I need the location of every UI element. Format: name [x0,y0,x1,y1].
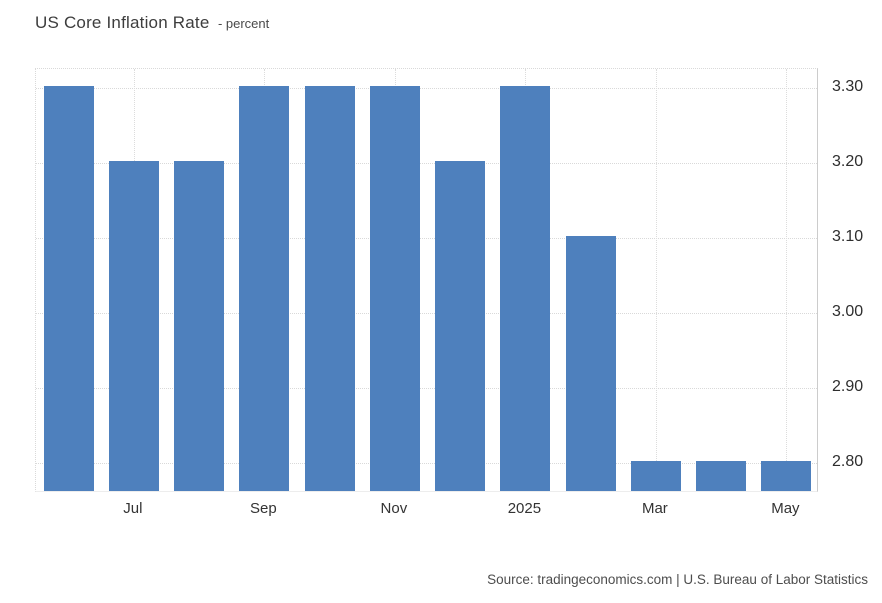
x-tick-label-Jul: Jul [123,500,143,517]
bar-oct[interactable] [304,85,355,491]
gridline-3.00 [36,312,817,314]
bar-aug[interactable] [174,160,225,491]
x-tick-label-2025: 2025 [507,500,542,517]
bar-dec[interactable] [435,160,486,491]
x-tick-label-May: May [771,500,800,517]
y-tick-label-3.10: 3.10 [832,227,864,245]
chart-subtitle: - percent [217,16,270,31]
source-attribution: Source: tradingeconomics.com | U.S. Bure… [487,572,868,587]
y-tick-label-2.90: 2.90 [832,377,864,395]
x-tick-label-Mar: Mar [641,500,668,517]
gridline-3.30 [36,87,817,89]
bar-nov[interactable] [369,85,420,491]
gridline-2.80 [36,463,817,464]
y-tick-label-3.00: 3.00 [832,302,864,320]
bar-sep[interactable] [239,85,290,491]
gridline-May [786,69,788,491]
y-tick-label-3.30: 3.30 [832,77,864,95]
bar-may[interactable] [761,461,812,491]
bar-apr[interactable] [696,461,747,491]
x-tick-label-Sep: Sep [250,500,277,517]
y-tick-label-2.80: 2.80 [832,453,864,470]
bar-jun[interactable] [43,85,94,491]
chart-header: US Core Inflation Rate - percent [35,13,269,33]
y-tick-label-3.20: 3.20 [832,152,864,170]
x-tick-label-Nov: Nov [380,500,408,517]
bar-feb[interactable] [565,235,616,491]
gridline-2.90 [36,387,817,389]
bar-jul[interactable] [108,160,159,491]
gridline-3.20 [36,162,817,164]
bar-jan-2025[interactable] [500,85,551,491]
gridline-3.10 [36,237,817,239]
bar-mar[interactable] [630,461,681,491]
chart-title: US Core Inflation Rate [35,13,210,32]
plot-area [35,68,818,492]
gridline-Mar [655,69,657,491]
